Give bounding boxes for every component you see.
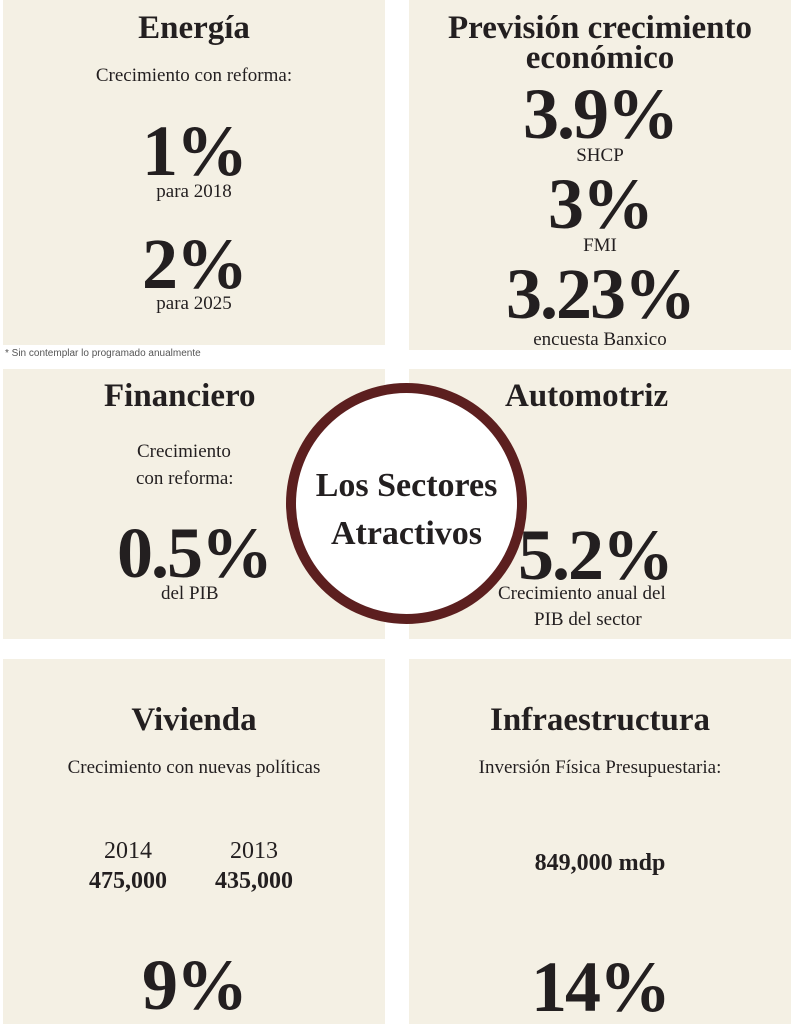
energia-panel: Energía Crecimiento con reforma: 1% para… — [3, 0, 385, 345]
vivienda-title: Vivienda — [131, 702, 257, 738]
infraestructura-amount: 849,000 mdp — [534, 850, 666, 876]
vivienda-year-label: 2014 — [104, 838, 152, 864]
vivienda-subtitle: Crecimiento con nuevas políticas — [67, 757, 321, 778]
prevision-source-banxico: encuesta Banxico — [533, 329, 667, 350]
automotriz-value: 5.2% — [518, 515, 674, 595]
center-circle: Los Sectores Atractivos — [286, 383, 527, 624]
prevision-source-shcp: SHCP — [576, 145, 624, 166]
prevision-panel: Previsión crecimiento económico 3.9% SHC… — [409, 0, 791, 350]
energia-stat2-caption: para 2025 — [156, 293, 232, 314]
vivienda-year-value: 475,000 — [89, 868, 167, 894]
prevision-value-fmi: 3% — [548, 164, 654, 244]
financiero-subtitle-line2: con reforma: — [136, 468, 234, 489]
infraestructura-big-value: 14% — [531, 947, 671, 1027]
vivienda-year-2013: 2013 435,000 — [199, 839, 309, 893]
prevision-title-line2: económico — [525, 40, 675, 76]
financiero-caption: del PIB — [161, 583, 219, 604]
vivienda-year-label: 2013 — [230, 838, 278, 864]
vivienda-year-2014: 2014 475,000 — [73, 839, 183, 893]
prevision-value-banxico: 3.23% — [506, 254, 696, 334]
automotriz-caption-line2: PIB del sector — [534, 609, 642, 630]
energia-stat1-caption: para 2018 — [156, 181, 232, 202]
vivienda-panel: Vivienda Crecimiento con nuevas política… — [3, 659, 385, 1024]
energia-title: Energía — [138, 10, 250, 46]
infraestructura-subtitle: Inversión Física Presupuestaria: — [478, 757, 722, 778]
energia-stat2-value: 2% — [142, 224, 248, 304]
automotriz-caption-line1: Crecimiento anual del — [498, 583, 666, 604]
vivienda-year-value: 435,000 — [215, 868, 293, 894]
prevision-title-line1: Previsión crecimiento — [448, 10, 752, 46]
energia-footnote: * Sin contemplar lo programado anualment… — [5, 348, 201, 359]
energia-subtitle: Crecimiento con reforma: — [95, 65, 293, 86]
energia-stat1-value: 1% — [142, 111, 248, 191]
infraestructura-title: Infraestructura — [490, 702, 710, 738]
prevision-source-fmi: FMI — [583, 235, 617, 256]
financiero-value: 0.5% — [117, 513, 273, 593]
financiero-subtitle-line1: Crecimiento — [137, 441, 231, 462]
financiero-title: Financiero — [104, 378, 256, 414]
center-title-line2: Atractivos — [330, 515, 483, 552]
infraestructura-panel: Infraestructura Inversión Física Presupu… — [409, 659, 791, 1024]
prevision-value-shcp: 3.9% — [523, 74, 679, 154]
vivienda-big-value: 9% — [142, 945, 248, 1025]
automotriz-title: Automotriz — [505, 378, 669, 414]
center-title-line1: Los Sectores — [315, 467, 498, 504]
